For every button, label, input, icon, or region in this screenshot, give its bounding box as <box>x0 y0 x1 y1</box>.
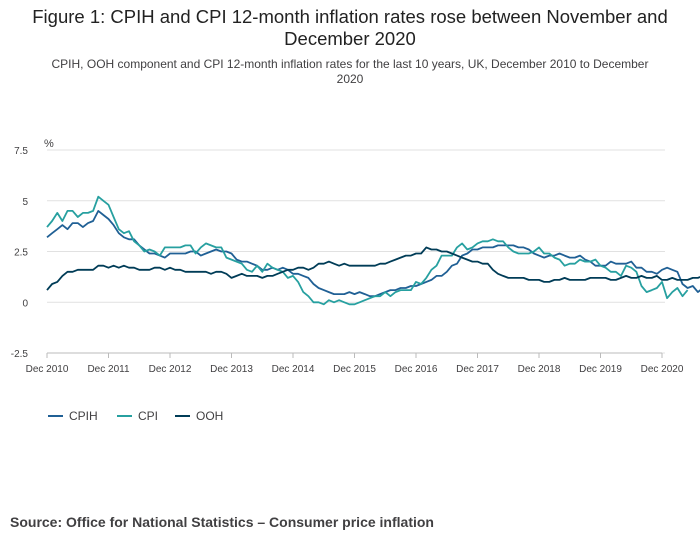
chart-subtitle: CPIH, OOH component and CPI 12-month inf… <box>51 57 649 86</box>
x-tick-label: Dec 2019 <box>579 364 622 375</box>
y-axis-ticks: 7.5 5 2.5 0 -2.5 <box>11 146 29 360</box>
x-tick-label: Dec 2016 <box>395 364 438 375</box>
legend-label-cpi: CPI <box>138 409 158 423</box>
x-tick-label: Dec 2014 <box>272 364 315 375</box>
gridlines <box>47 149 665 354</box>
x-axis: Dec 2010 Dec 2011 Dec 2012 Dec 2013 Dec 2014… <box>26 352 684 375</box>
series-lines <box>46 195 700 306</box>
x-tick-label: Dec 2011 <box>87 364 130 375</box>
x-tick-label: Dec 2018 <box>518 364 561 375</box>
x-tick-label: Dec 2020 <box>641 364 684 375</box>
chart-title: Figure 1: CPIH and CPI 12-month inflatio… <box>32 6 668 49</box>
y-tick-label: 2.5 <box>14 248 28 259</box>
series-line-ooh <box>46 246 700 291</box>
legend-label-cpih: CPIH <box>69 409 98 423</box>
series-line-cpih <box>46 210 700 298</box>
y-axis-label: % <box>44 138 54 150</box>
y-tick-label: 0 <box>22 298 28 309</box>
x-tick-label: Dec 2012 <box>149 364 192 375</box>
legend-label-ooh: OOH <box>196 409 223 423</box>
source-note: Source: Office for National Statistics –… <box>10 514 434 530</box>
legend: CPIH CPI OOH <box>48 409 223 423</box>
y-tick-label: 7.5 <box>14 146 28 157</box>
x-tick-label: Dec 2013 <box>210 364 253 375</box>
x-tick-label: Dec 2017 <box>456 364 499 375</box>
x-tick-label: Dec 2010 <box>26 364 69 375</box>
y-tick-label: -2.5 <box>11 349 29 360</box>
series-line-cpi <box>46 195 689 306</box>
y-tick-label: 5 <box>22 197 28 208</box>
x-tick-label: Dec 2015 <box>333 364 376 375</box>
